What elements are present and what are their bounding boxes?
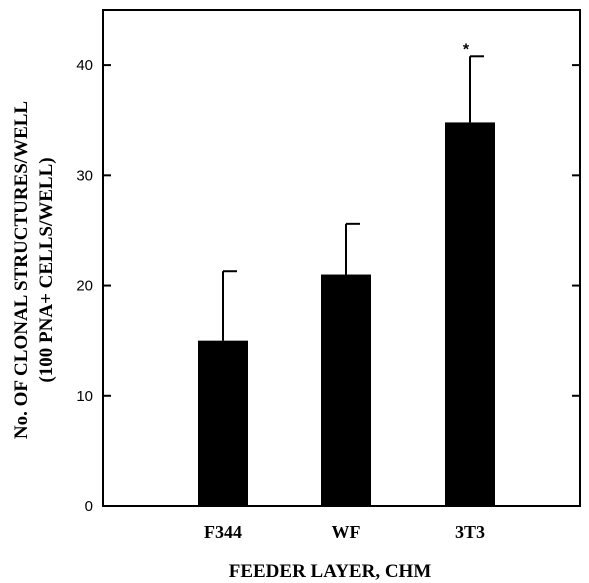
bar-f344 xyxy=(198,340,248,506)
y-axis-ticks: 0 10 20 30 40 xyxy=(76,57,580,515)
y-tick-label: 10 xyxy=(76,388,93,405)
x-axis-tick-labels: F344 WF 3T3 xyxy=(204,522,485,542)
x-tick-label-wf: WF xyxy=(332,522,361,542)
bar-wf xyxy=(321,274,371,506)
y-tick-label: 20 xyxy=(76,278,93,295)
x-tick-label-3t3: 3T3 xyxy=(455,522,485,542)
y-tick-label: 40 xyxy=(76,57,93,74)
y-tick-label: 0 xyxy=(85,498,93,515)
y-axis-title-line2: (100 PNA+ CELLS/WELL) xyxy=(36,157,57,382)
y-tick-label: 30 xyxy=(76,167,93,184)
bar-3t3 xyxy=(445,122,495,506)
significance-asterisk: * xyxy=(463,41,470,58)
y-axis-title-line1: No. OF CLONAL STRUCTURES/WELL xyxy=(11,101,32,439)
bars: * xyxy=(198,41,495,506)
x-axis-title: FEEDER LAYER, CHM xyxy=(229,561,432,582)
x-tick-label-f344: F344 xyxy=(204,522,242,542)
